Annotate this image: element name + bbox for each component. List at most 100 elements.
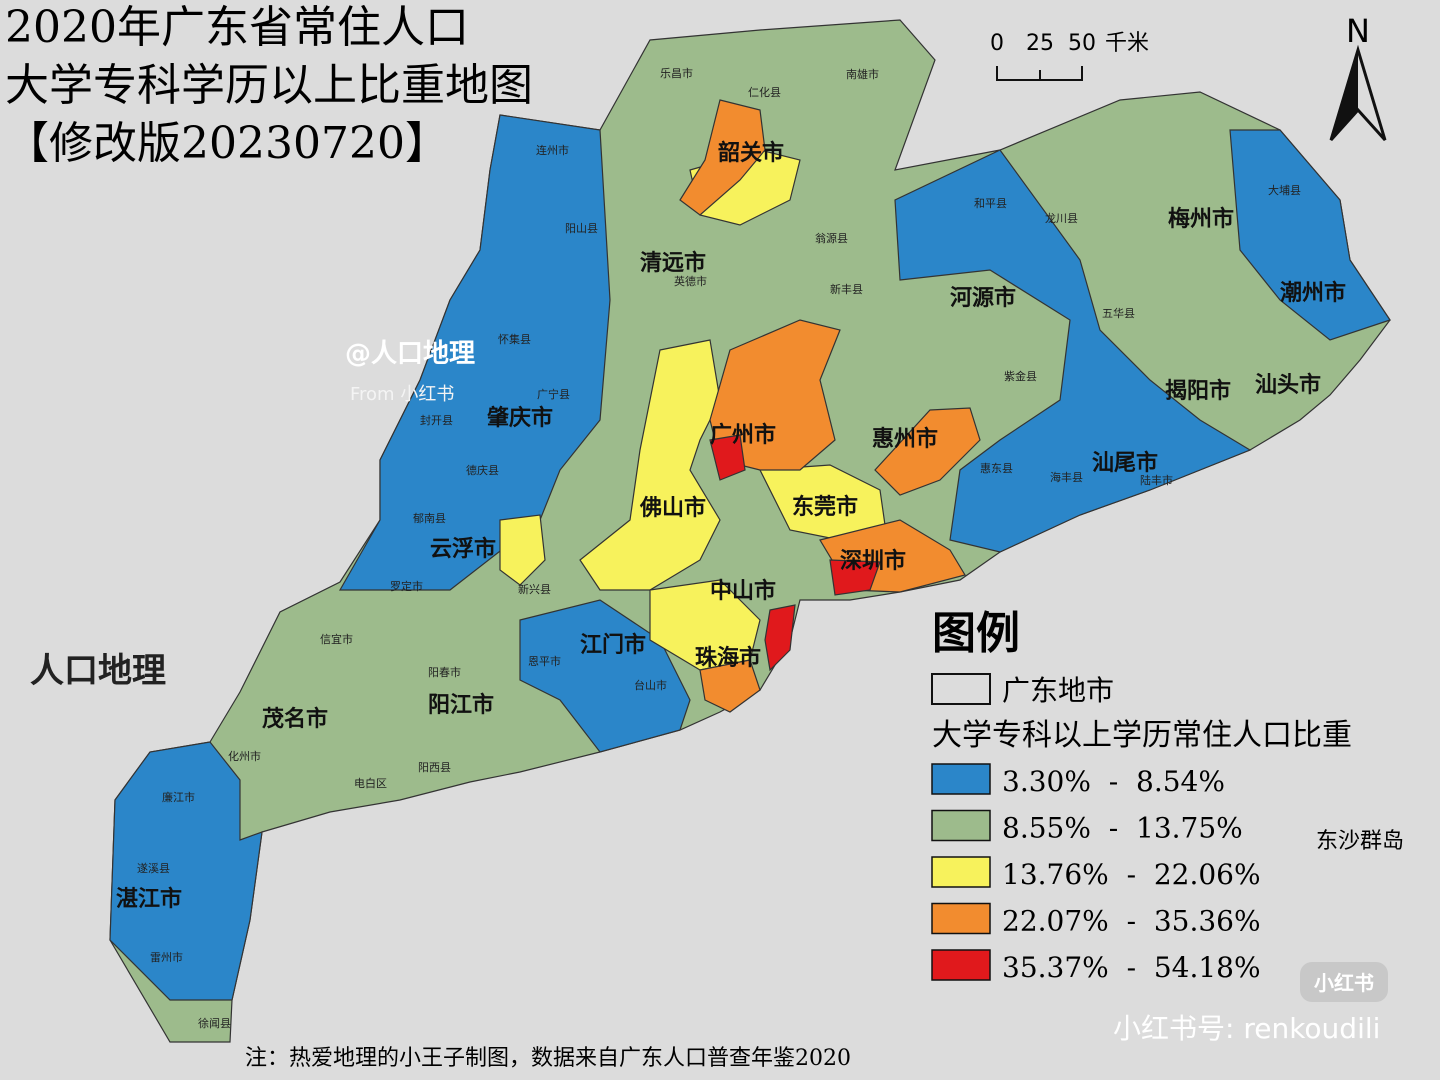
county-label: 陆丰市 (1140, 473, 1173, 487)
scale-label: 50 (1068, 31, 1096, 56)
legend-boundary-swatch (931, 673, 991, 705)
region (1229, 129, 1391, 341)
region (829, 559, 881, 596)
region (709, 434, 746, 481)
city-label: 清远市 (640, 250, 706, 276)
city-label: 中山市 (710, 578, 776, 604)
city-label: 茂名市 (262, 706, 328, 732)
city-label: 揭阳市 (1165, 378, 1231, 404)
legend: 图例 广东地市 大学专科以上学历常住人口比重 3.30% - 8.54% 8.55… (931, 608, 1352, 984)
county-label: 封开县 (420, 413, 453, 427)
county-label: 连州市 (536, 143, 569, 157)
county-label: 新丰县 (830, 282, 863, 296)
legend-class-label: 3.30% - 8.54% (1002, 765, 1225, 798)
city-label: 韶关市 (718, 140, 784, 166)
legend-classes-title: 大学专科以上学历常住人口比重 (932, 718, 1352, 753)
city-label: 江门市 (580, 632, 646, 658)
county-label: 廉江市 (162, 790, 195, 804)
county-label: 雷州市 (150, 950, 183, 964)
legend-swatch (931, 856, 991, 888)
county-label: 海丰县 (1050, 470, 1083, 484)
county-label: 新兴县 (518, 582, 551, 596)
watermarks: @人口地理 From 小红书 人口地理 小红书 小红书号: renkoudili (30, 339, 1388, 1045)
county-label: 广宁县 (537, 387, 570, 401)
scale-line (996, 66, 1083, 81)
county-label: 紫金县 (1004, 369, 1037, 383)
title-line: 大学专科学历以上比重地图 (5, 60, 533, 111)
county-label: 郁南县 (413, 511, 446, 525)
legend-boundary-label: 广东地市 (1002, 674, 1114, 707)
watermark: 小红书 (1314, 971, 1374, 995)
county-label: 英德市 (674, 274, 707, 288)
city-label: 汕头市 (1255, 372, 1321, 398)
scale-bar: 0 25 50 千米 (990, 31, 1149, 81)
north-arrow-fill (1331, 50, 1358, 140)
county-labels: 乐昌市 仁化县 南雄市 连州市 阳山县 英德市 翁源县 新丰县 和平县 龙川县 … (137, 66, 1301, 1030)
city-label: 东莞市 (792, 494, 858, 520)
city-label: 佛山市 (639, 495, 706, 521)
legend-class-label: 35.37% - 54.18% (1002, 951, 1261, 984)
city-label: 珠海市 (695, 645, 761, 671)
legend-class-label: 8.55% - 13.75% (1002, 812, 1243, 845)
county-label: 乐昌市 (660, 66, 693, 80)
city-label: 潮州市 (1280, 280, 1346, 306)
class-4-regions (679, 99, 981, 713)
class-3-regions (499, 149, 886, 671)
region (874, 407, 981, 496)
city-label: 河源市 (950, 285, 1016, 311)
county-label: 遂溪县 (137, 861, 170, 875)
scale-unit: 千米 (1105, 31, 1149, 56)
county-label: 阳春市 (428, 665, 461, 679)
county-label: 电白区 (354, 776, 387, 790)
legend-swatch (931, 809, 991, 842)
region (338, 114, 611, 591)
watermark: From 小红书 (350, 384, 454, 405)
legend-swatch (931, 949, 991, 981)
city-label: 阳江市 (428, 692, 494, 718)
county-label: 五华县 (1102, 306, 1135, 320)
city-label: 广州市 (710, 422, 776, 448)
watermark: @人口地理 (345, 339, 475, 369)
north-label: N (1346, 12, 1370, 50)
watermark: 人口地理 (30, 651, 166, 691)
dongsha-label: 东沙群岛 (1316, 829, 1404, 854)
region (499, 514, 546, 586)
region (679, 99, 766, 216)
county-label: 仁化县 (748, 85, 781, 99)
city-labels: 韶关市 清远市 河源市 梅州市 潮州市 汕头市 揭阳市 汕尾市 惠州市 广州市 … (116, 140, 1346, 912)
county-label: 南雄市 (846, 67, 879, 81)
county-label: 和平县 (974, 197, 1007, 210)
city-label: 深圳市 (840, 548, 906, 574)
county-label: 阳西县 (418, 761, 451, 774)
county-label: 龙川县 (1045, 212, 1078, 225)
county-label: 台山市 (634, 678, 667, 692)
county-label: 翁源县 (815, 231, 848, 245)
watermark-badge (1300, 962, 1388, 1002)
county-label: 恩平市 (528, 654, 561, 668)
city-label: 梅州市 (1168, 206, 1234, 232)
county-label: 德庆县 (466, 463, 499, 477)
city-label: 云浮市 (430, 536, 496, 562)
legend-swatch (931, 902, 991, 935)
watermark: 小红书号: renkoudili (1113, 1012, 1380, 1045)
city-label: 惠州市 (872, 426, 938, 452)
county-label: 大埔县 (1268, 183, 1301, 197)
title-line: 【修改版20230720】 (5, 118, 449, 169)
legend-title: 图例 (932, 608, 1020, 659)
scale-label: 25 (1026, 31, 1054, 56)
county-label: 罗定市 (390, 579, 423, 593)
title-line: 2020年广东省常住人口 (5, 2, 469, 53)
county-label: 怀集县 (498, 332, 531, 346)
county-label: 徐闻县 (198, 1016, 231, 1030)
county-label: 阳山县 (565, 222, 598, 235)
region (699, 659, 761, 713)
city-label: 湛江市 (116, 886, 182, 912)
region (109, 741, 263, 1001)
city-label: 肇庆市 (487, 405, 553, 431)
class-5-regions (709, 434, 881, 672)
legend-class-label: 22.07% - 35.36% (1002, 905, 1261, 938)
class-1-regions (109, 114, 1391, 1001)
county-label: 化州市 (228, 749, 261, 763)
county-label: 惠东县 (980, 461, 1013, 475)
legend-swatch (931, 763, 991, 795)
